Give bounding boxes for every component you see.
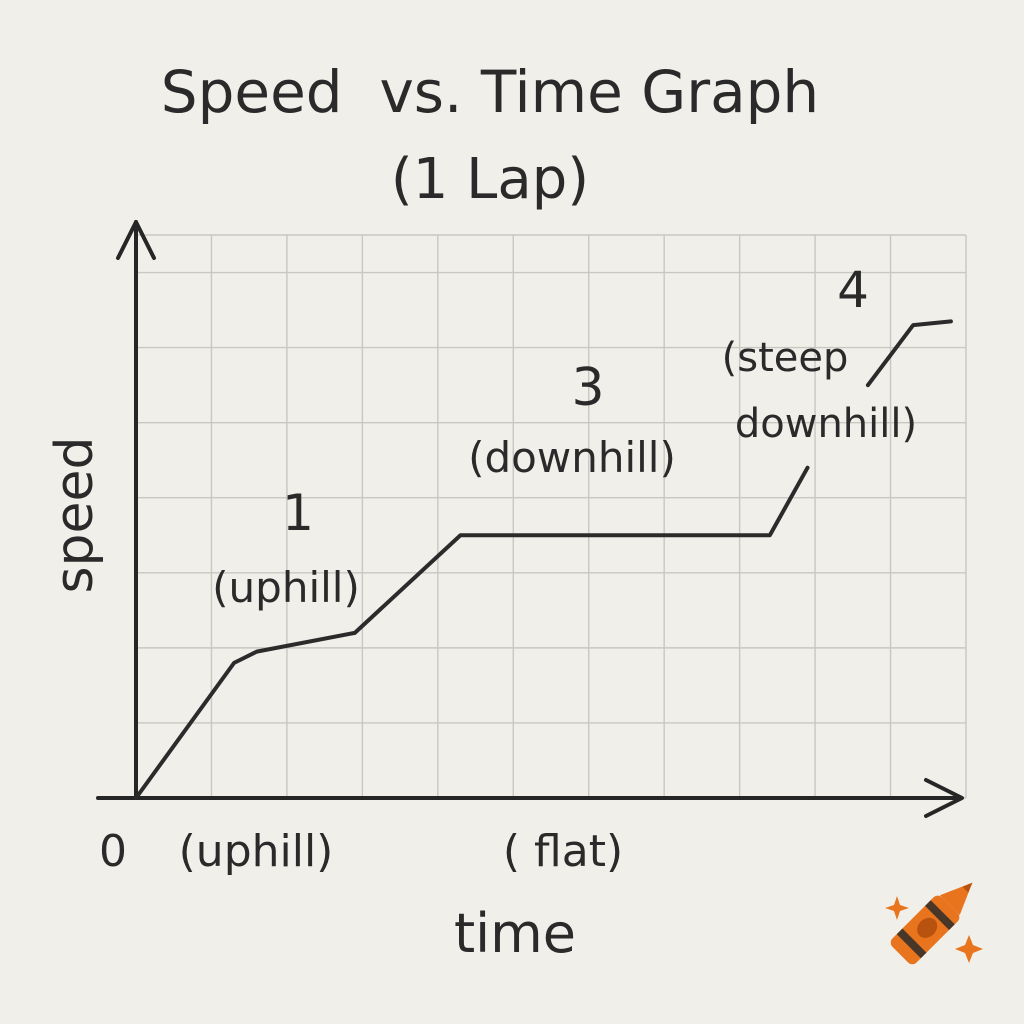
x-annotation-flat: ( flat) [503, 826, 623, 877]
label-1-number: 1 [282, 484, 314, 542]
axes [96, 220, 964, 818]
series-group [134, 319, 953, 800]
label-4-desc-line1: (steep [722, 335, 849, 381]
sparkle-icon [885, 896, 983, 963]
chart-title: Speed vs. Time Graph [161, 58, 819, 126]
x-tick-label-0: 0 [99, 826, 127, 877]
y-axis-arrowhead [116, 220, 156, 260]
grid [135, 234, 967, 799]
x-axis-arrowhead [924, 778, 964, 818]
x-annotation-uphill: (uphill) [179, 826, 334, 877]
label-4-desc-line2: downhill) [735, 401, 917, 447]
label-4-number: 4 [837, 261, 869, 319]
crayon-icon [890, 882, 973, 965]
label-3-number: 3 [571, 358, 604, 418]
label-3-desc: (downhill) [468, 433, 676, 482]
label-1-desc: (uphill) [212, 563, 360, 612]
x-axis-label: time [454, 902, 576, 965]
chart-subtitle: (1 Lap) [391, 147, 589, 212]
speed-line-segment-1 [134, 465, 810, 800]
y-axis-label: speed [45, 436, 105, 593]
speed-line-segment-2 [865, 319, 953, 388]
